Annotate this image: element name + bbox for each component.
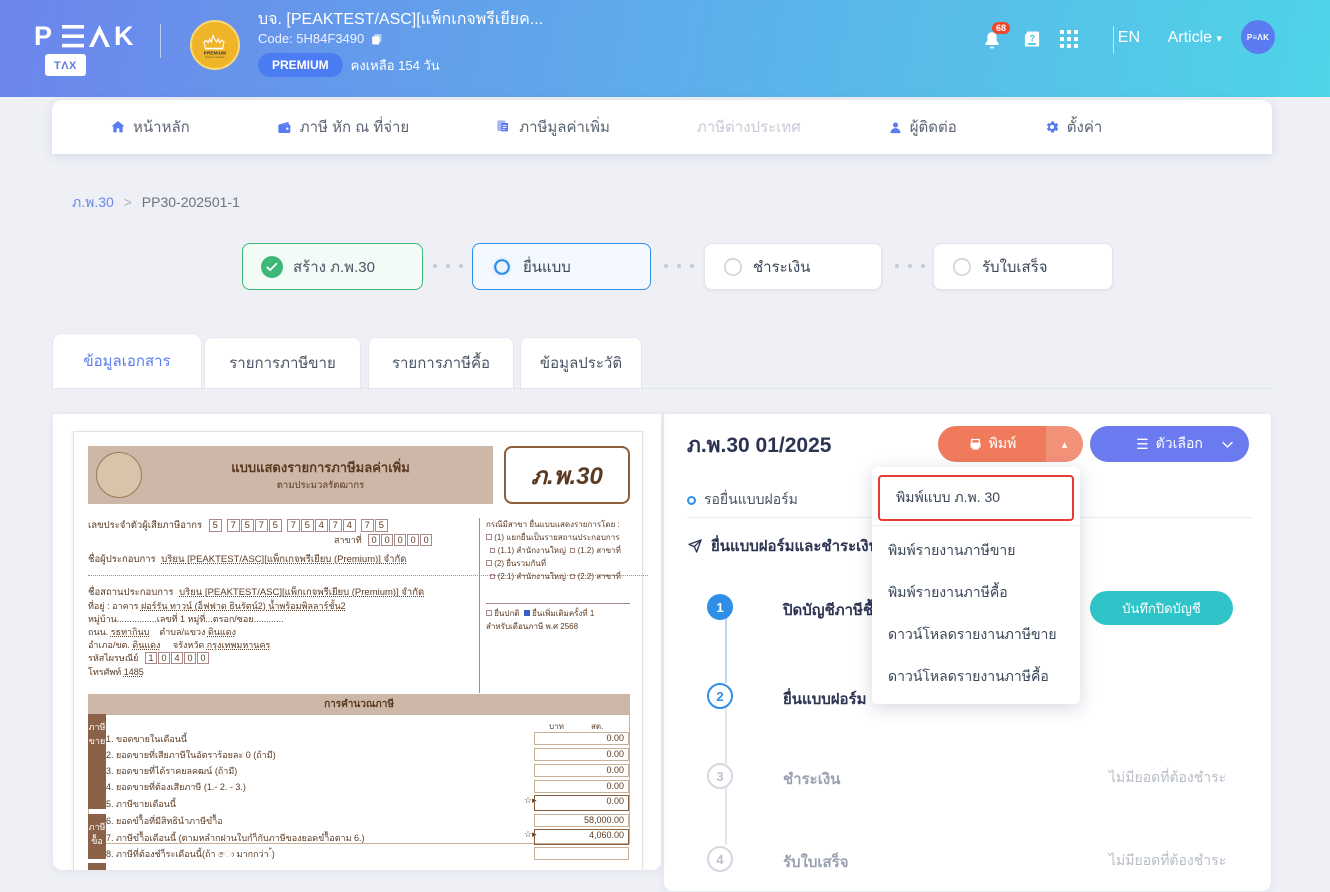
svg-text:P: P [34, 24, 52, 50]
svg-text:K: K [114, 24, 134, 50]
svg-text:?: ? [1029, 34, 1035, 44]
svg-text:PREMIUM: PREMIUM [204, 51, 227, 56]
svg-text:Business Software: Business Software [205, 56, 225, 59]
